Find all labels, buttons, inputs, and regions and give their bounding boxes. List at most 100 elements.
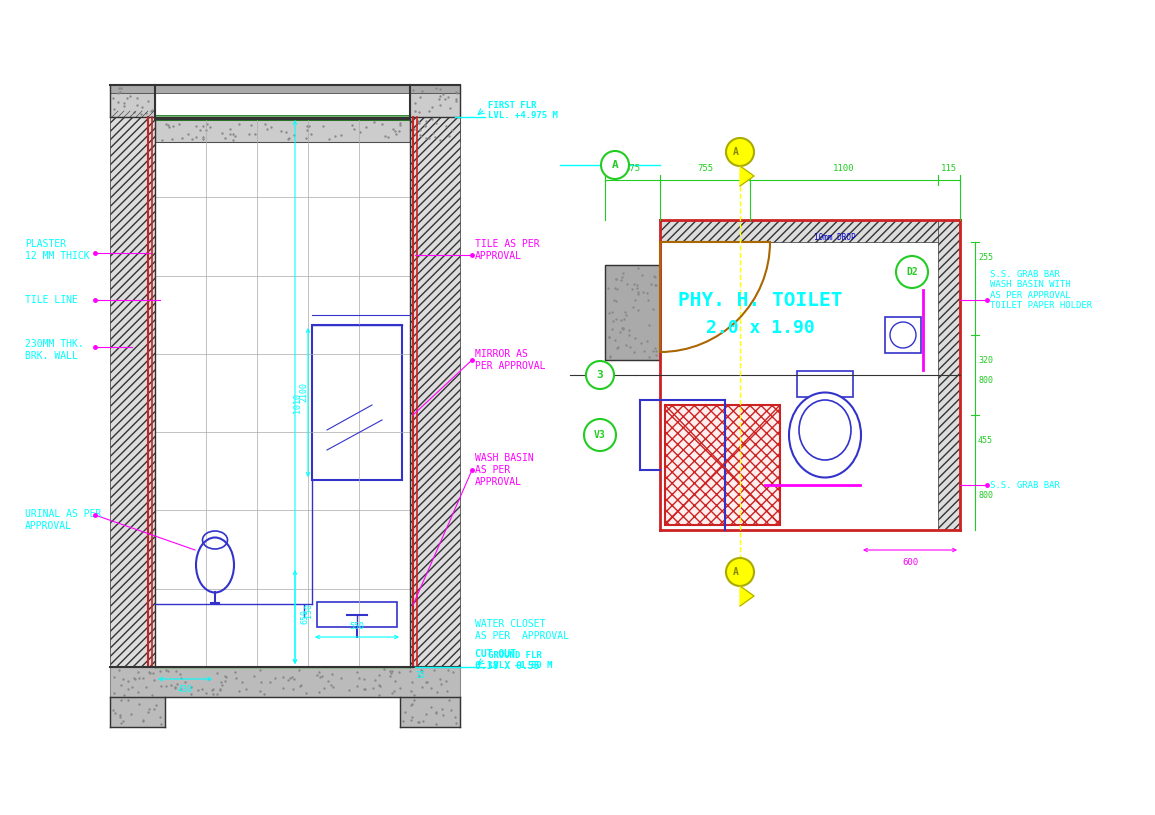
Point xyxy=(402,698,420,711)
Point xyxy=(105,671,124,684)
Point xyxy=(284,672,303,685)
Point xyxy=(626,331,644,344)
Point xyxy=(210,683,229,696)
Point xyxy=(355,672,373,685)
Point xyxy=(612,322,631,335)
Text: 550: 550 xyxy=(350,622,365,631)
Point xyxy=(372,118,390,131)
Point xyxy=(370,679,388,692)
Point xyxy=(432,703,450,716)
Bar xyxy=(400,697,460,727)
Point xyxy=(410,716,429,729)
Point xyxy=(245,670,263,683)
Text: TILE LINE: TILE LINE xyxy=(25,295,77,305)
Point xyxy=(390,682,409,695)
Point xyxy=(402,713,420,726)
Point xyxy=(440,130,459,143)
Point xyxy=(110,95,128,108)
Point xyxy=(634,285,653,298)
Point xyxy=(602,323,620,336)
Point xyxy=(620,324,639,337)
Point xyxy=(162,679,180,692)
Point xyxy=(389,665,408,678)
Point xyxy=(128,686,147,699)
Point xyxy=(405,123,424,136)
Point xyxy=(139,94,157,107)
Point xyxy=(104,91,122,104)
Point xyxy=(132,108,150,121)
Point xyxy=(626,294,644,307)
Point xyxy=(170,117,188,130)
Point xyxy=(151,711,170,724)
Point xyxy=(232,675,251,688)
Point xyxy=(187,119,206,132)
Point xyxy=(364,681,382,694)
Point xyxy=(405,96,424,109)
Point xyxy=(416,119,434,132)
Point xyxy=(431,99,449,112)
Point xyxy=(387,127,405,140)
Point xyxy=(409,115,427,128)
Point xyxy=(605,333,624,346)
Point xyxy=(245,128,263,141)
Point xyxy=(307,668,326,681)
Point xyxy=(122,680,141,693)
Point xyxy=(266,672,284,685)
Point xyxy=(283,671,301,684)
Point xyxy=(408,127,426,140)
Point xyxy=(177,676,195,689)
Point xyxy=(320,133,338,146)
Point xyxy=(331,672,350,685)
Point xyxy=(377,129,395,142)
Point xyxy=(224,133,243,146)
Point xyxy=(348,679,366,692)
Point xyxy=(370,668,388,681)
Point xyxy=(210,684,229,697)
Text: 375: 375 xyxy=(625,164,641,173)
Circle shape xyxy=(601,151,629,179)
Point xyxy=(147,698,165,711)
Point xyxy=(201,121,219,134)
Point xyxy=(625,278,643,291)
Point xyxy=(151,665,170,678)
Point xyxy=(608,282,626,295)
Point xyxy=(417,707,435,720)
Point xyxy=(172,131,191,144)
Point xyxy=(129,672,148,685)
Point xyxy=(447,95,465,108)
Point xyxy=(644,270,663,283)
Point xyxy=(411,129,430,142)
Point xyxy=(386,125,404,138)
Point xyxy=(392,119,410,132)
Point xyxy=(643,302,662,315)
Text: D2: D2 xyxy=(907,267,918,277)
Point xyxy=(424,663,442,676)
Point xyxy=(133,715,151,728)
Point xyxy=(427,117,446,130)
Point xyxy=(208,667,226,680)
Point xyxy=(194,130,213,143)
Point xyxy=(613,321,632,334)
Point xyxy=(410,106,429,119)
Point xyxy=(241,118,260,131)
Point xyxy=(635,345,654,358)
Point xyxy=(404,694,423,707)
Point xyxy=(163,132,181,145)
Text: 430: 430 xyxy=(178,685,193,694)
Point xyxy=(189,684,208,697)
Point xyxy=(114,688,133,701)
Point xyxy=(609,341,627,354)
Bar xyxy=(797,371,854,397)
Point xyxy=(628,287,647,300)
Point xyxy=(423,113,441,126)
Point xyxy=(114,96,133,109)
Bar xyxy=(665,405,780,525)
Circle shape xyxy=(726,558,754,586)
Point xyxy=(196,686,215,699)
Point xyxy=(181,681,200,694)
Point xyxy=(396,705,415,718)
Text: 1010: 1010 xyxy=(293,393,301,412)
Text: 800: 800 xyxy=(978,491,993,500)
Point xyxy=(310,666,328,679)
Point xyxy=(409,116,427,129)
